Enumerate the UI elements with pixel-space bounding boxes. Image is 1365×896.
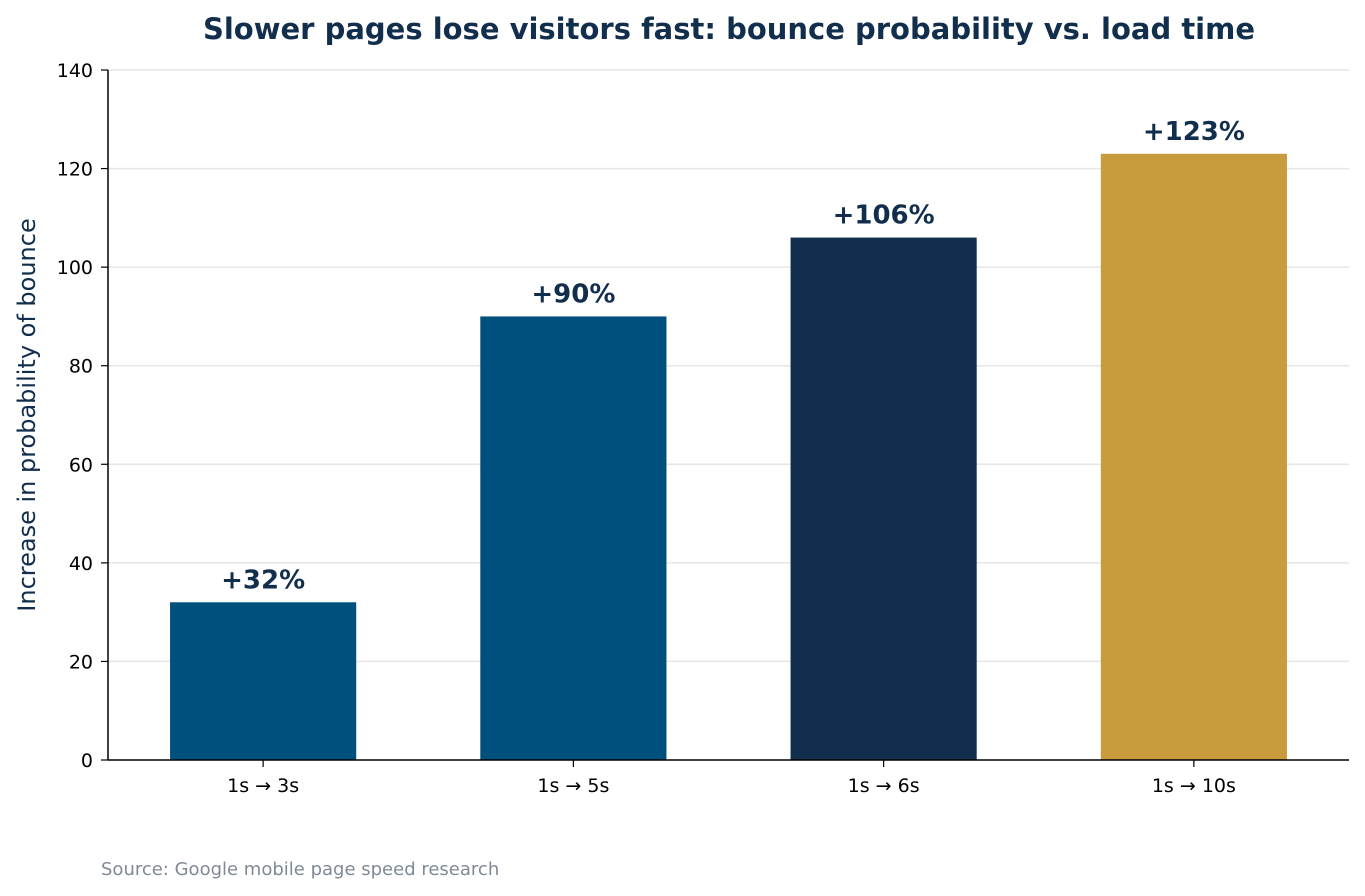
bars — [170, 153, 1287, 761]
chart-title: Slower pages lose visitors fast: bounce … — [203, 12, 1255, 46]
axes — [107, 70, 1349, 761]
x-axis-ticks: 1s → 3s 1s → 5s 1s → 6s 1s → 10s — [227, 760, 1236, 797]
data-labels: +32% +90% +106% +123% — [221, 117, 1245, 595]
y-tick-label: 40 — [69, 553, 93, 575]
x-tick-label: 1s → 6s — [848, 775, 920, 797]
y-tick-label: 20 — [69, 651, 93, 673]
source-note: Source: Google mobile page speed researc… — [101, 859, 500, 880]
data-label: +123% — [1143, 117, 1245, 147]
y-tick-label: 80 — [69, 356, 93, 378]
y-tick-label: 100 — [57, 257, 93, 279]
y-axis-ticks: 0 20 40 60 80 100 120 140 — [57, 60, 108, 772]
x-tick-label: 1s → 3s — [227, 775, 299, 797]
bar — [790, 237, 977, 761]
y-tick-label: 120 — [57, 159, 93, 181]
bar — [170, 602, 357, 760]
data-label: +32% — [221, 565, 305, 595]
x-tick-label: 1s → 5s — [537, 775, 609, 797]
y-tick-label: 60 — [69, 454, 93, 476]
gridlines — [108, 69, 1349, 663]
y-tick-label: 140 — [57, 60, 93, 82]
y-axis-label: Increase in probability of bounce — [13, 218, 41, 611]
data-label: +106% — [833, 201, 935, 231]
y-tick-label: 0 — [81, 750, 93, 772]
data-label: +90% — [531, 279, 615, 309]
x-tick-label: 1s → 10s — [1152, 775, 1236, 797]
bar — [1100, 153, 1287, 761]
bar — [480, 316, 667, 760]
